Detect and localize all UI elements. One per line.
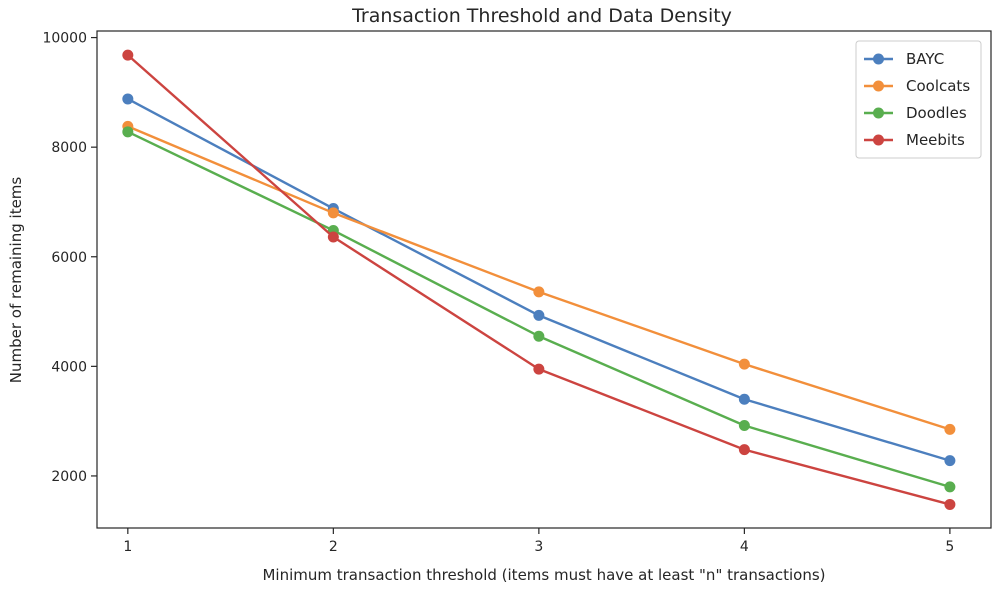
legend-label-meebits: Meebits bbox=[906, 131, 965, 149]
data-point-bayc-3 bbox=[533, 309, 545, 321]
x-tick-label-4: 4 bbox=[740, 539, 749, 555]
data-point-meebits-1 bbox=[122, 49, 134, 61]
legend-marker-coolcats bbox=[873, 80, 884, 92]
legend-marker-doodles bbox=[873, 107, 884, 119]
series-coolcats bbox=[122, 120, 956, 435]
series-meebits bbox=[122, 49, 956, 510]
data-point-bayc-1 bbox=[122, 93, 134, 105]
data-point-doodles-3 bbox=[533, 330, 545, 342]
y-tick-label-6000: 6000 bbox=[51, 250, 87, 266]
legend-marker-bayc bbox=[873, 53, 884, 65]
series-bayc bbox=[122, 93, 956, 467]
data-point-doodles-5 bbox=[944, 481, 956, 493]
x-tick-label-3: 3 bbox=[534, 539, 543, 555]
x-axis-label: Minimum transaction threshold (items mus… bbox=[262, 566, 825, 584]
data-point-doodles-1 bbox=[122, 126, 134, 138]
series-line-bayc bbox=[127, 97, 951, 462]
series-line-coolcats bbox=[127, 125, 951, 431]
x-tick-label-5: 5 bbox=[945, 539, 954, 555]
data-point-meebits-2 bbox=[327, 231, 339, 243]
series-doodles bbox=[122, 126, 956, 493]
legend: BAYC Coolcats Doodles Meebits bbox=[855, 40, 982, 159]
y-tick-label-10000: 10000 bbox=[42, 31, 87, 47]
data-point-bayc-5 bbox=[944, 455, 956, 467]
data-point-bayc-4 bbox=[738, 393, 750, 405]
chart-title: Transaction Threshold and Data Density bbox=[351, 5, 732, 27]
y-axis-label: Number of remaining items bbox=[7, 177, 25, 384]
data-point-meebits-4 bbox=[738, 444, 750, 456]
series-layer bbox=[122, 49, 956, 510]
y-tick-label-2000: 2000 bbox=[51, 469, 87, 485]
legend-label-coolcats: Coolcats bbox=[906, 77, 970, 95]
legend-label-bayc: BAYC bbox=[906, 50, 944, 68]
data-point-doodles-4 bbox=[738, 420, 750, 432]
series-line-doodles bbox=[127, 130, 951, 489]
series-line-meebits bbox=[127, 54, 951, 506]
x-axis: 1 2 3 4 5 bbox=[123, 528, 954, 555]
x-tick-label-2: 2 bbox=[329, 539, 338, 555]
data-point-coolcats-3 bbox=[533, 286, 545, 298]
legend-box bbox=[855, 40, 982, 159]
data-point-coolcats-2 bbox=[327, 207, 339, 219]
legend-marker-meebits bbox=[873, 134, 884, 146]
data-point-coolcats-5 bbox=[944, 423, 956, 435]
y-tick-label-8000: 8000 bbox=[51, 140, 87, 156]
y-axis: 2000 4000 6000 8000 10000 bbox=[42, 31, 97, 485]
plot-frame bbox=[96, 30, 992, 529]
data-point-meebits-5 bbox=[944, 498, 956, 510]
legend-label-doodles: Doodles bbox=[906, 104, 967, 122]
data-point-meebits-3 bbox=[533, 363, 545, 375]
y-tick-label-4000: 4000 bbox=[51, 359, 87, 375]
data-point-coolcats-4 bbox=[738, 358, 750, 370]
x-tick-label-1: 1 bbox=[123, 539, 132, 555]
